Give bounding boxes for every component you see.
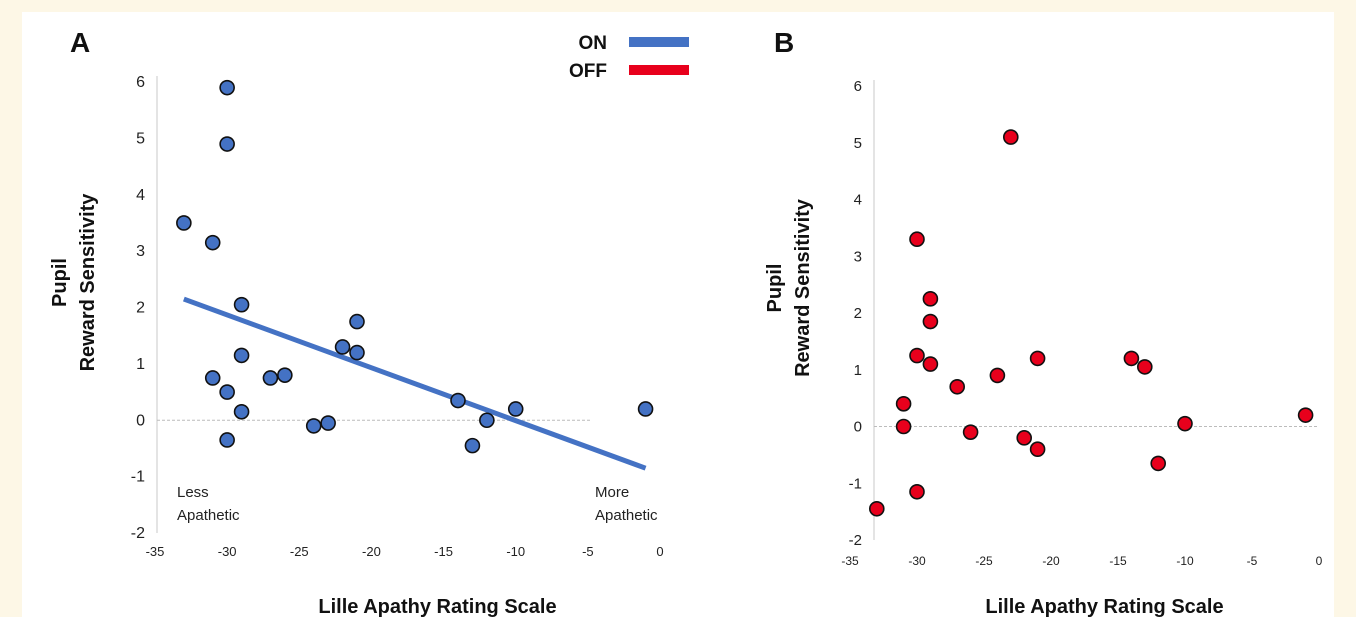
panel-b-y-tick-label: 5 bbox=[854, 135, 862, 152]
panel-b-data-point bbox=[868, 500, 885, 517]
panel-b-x-tick-label: -15 bbox=[1109, 554, 1127, 568]
panel-b-y-tick-label: 3 bbox=[854, 248, 862, 265]
panel-a-y-tick-label: 0 bbox=[136, 412, 145, 429]
panel-a-annotation-more-apathetic: Apathetic bbox=[595, 507, 658, 524]
panel-a-data-point bbox=[262, 370, 279, 386]
panel-a-data-point bbox=[464, 437, 481, 454]
panel-b-data-point bbox=[949, 378, 966, 395]
panel-b-y-tick-label: -2 bbox=[849, 532, 862, 549]
panel-a-x-tick-label: -15 bbox=[434, 544, 453, 559]
panel-b-data-point bbox=[922, 313, 939, 330]
panel-b-data-point bbox=[1029, 350, 1046, 367]
panel-b-y-tick-label: 2 bbox=[854, 305, 862, 322]
panel-b-x-tick-label: -10 bbox=[1176, 554, 1194, 568]
panel-b-data-point bbox=[962, 424, 979, 440]
panel-a-data-point bbox=[450, 392, 466, 409]
panel-a-data-point bbox=[637, 401, 654, 417]
legend-swatch-on bbox=[629, 37, 689, 47]
panel-b-letter: B bbox=[774, 27, 794, 58]
panel-a-y-tick-label: 1 bbox=[136, 356, 145, 373]
panel-a-data-point bbox=[219, 79, 235, 96]
panel-a-data-point bbox=[349, 313, 365, 330]
legend-label-off: OFF bbox=[569, 61, 607, 82]
panel-a-x-tick-label: -30 bbox=[218, 544, 237, 559]
panel-b-data-point bbox=[1002, 129, 1019, 145]
panel-a-x-tick-label: -25 bbox=[290, 544, 309, 559]
panel-b-y-axis-title: Reward Sensitivity bbox=[792, 198, 814, 377]
panel-b-data-point bbox=[1150, 455, 1166, 472]
panel-b-data-point bbox=[1029, 441, 1046, 458]
panel-a-trendline bbox=[182, 296, 647, 471]
panel-b-data-point bbox=[1297, 407, 1314, 423]
panel-b-data-point bbox=[909, 231, 925, 248]
panel-a-annotation-less-apathetic: Less bbox=[177, 484, 209, 501]
panel-b-data-point bbox=[895, 395, 912, 412]
legend-label-on: ON bbox=[579, 33, 608, 54]
panel-a-letter: A bbox=[70, 27, 90, 58]
panel-a-data-point bbox=[233, 403, 250, 420]
panel-a-x-tick-label: -5 bbox=[582, 544, 594, 559]
panel-a-annotation-more-apathetic: More bbox=[595, 484, 629, 501]
panel-b-data-point bbox=[895, 418, 912, 435]
panel-a-data-point bbox=[479, 412, 495, 429]
panel-b-data-point bbox=[909, 483, 925, 500]
panel-a-x-tick-label: -35 bbox=[146, 544, 165, 559]
panel-a-annotation-less-apathetic: Apathetic bbox=[177, 507, 240, 524]
panel-a-y-axis-title: Pupil bbox=[49, 258, 71, 307]
panel-b-data-point bbox=[1123, 350, 1140, 367]
panel-a-data-point bbox=[176, 215, 192, 231]
panel-a-data-point bbox=[219, 384, 235, 400]
panel-b-x-tick-label: -35 bbox=[841, 554, 859, 568]
panel-b-y-tick-label: 0 bbox=[854, 419, 862, 436]
panel-b-x-tick-label: 0 bbox=[1316, 554, 1323, 568]
panel-b-data-point bbox=[922, 356, 939, 372]
panel-a-y-tick-label: 2 bbox=[136, 300, 145, 317]
panel-a-data-point bbox=[277, 367, 293, 383]
panel-a-x-tick-label: -10 bbox=[506, 544, 525, 559]
panel-a-data-point bbox=[219, 432, 235, 448]
panel-a-data-point bbox=[305, 418, 322, 434]
panel-a-data-point bbox=[507, 401, 524, 417]
panel-b-data-point bbox=[909, 347, 925, 364]
panel-a-x-tick-label: 0 bbox=[656, 544, 663, 559]
panel-b-data-point bbox=[1137, 359, 1153, 375]
panel-b-x-tick-label: -5 bbox=[1247, 554, 1258, 568]
panel-b-x-tick-label: -25 bbox=[975, 554, 993, 568]
panel-a-x-tick-label: -20 bbox=[362, 544, 381, 559]
panel-a-data-point bbox=[320, 415, 336, 431]
legend-swatch-off bbox=[629, 65, 689, 75]
panel-b-y-tick-label: 6 bbox=[854, 78, 862, 95]
panel-a-y-tick-label: 6 bbox=[136, 74, 145, 91]
figure: A -2 -1 0 1 2 3 4 5 6 -35 -30 -25 -20 -15 -10 -5 0 Lille A… bbox=[22, 12, 1334, 617]
panel-b-x-tick-label: -30 bbox=[908, 554, 926, 568]
panel-a-y-tick-label: 4 bbox=[136, 187, 145, 204]
panel-a-x-axis-title: Lille Apathy Rating Scale bbox=[318, 596, 556, 617]
panel-b-data-point bbox=[1016, 430, 1033, 446]
panel-b-data-point bbox=[989, 367, 1006, 384]
panel-b-x-tick-label: -20 bbox=[1042, 554, 1060, 568]
panel-b-y-tick-label: -1 bbox=[849, 475, 862, 492]
panel-a-y-tick-label: -1 bbox=[131, 469, 145, 486]
panel-a-data-point bbox=[233, 347, 250, 364]
panel-b-y-axis-title: Pupil bbox=[764, 264, 786, 313]
panel-a-data-point bbox=[233, 296, 250, 313]
panel-b-y-tick-label: 1 bbox=[854, 362, 862, 379]
panel-a-y-axis-title: Reward Sensitivity bbox=[77, 193, 99, 372]
panel-b-data-point bbox=[1177, 415, 1193, 432]
panel-b-data-point bbox=[922, 291, 939, 307]
panel-a-data-point bbox=[204, 370, 221, 386]
panel-a-data-point bbox=[219, 136, 235, 152]
panel-a-y-tick-label: 3 bbox=[136, 243, 145, 260]
panel-b-x-axis-title: Lille Apathy Rating Scale bbox=[985, 596, 1223, 617]
panel-a-y-tick-label: 5 bbox=[136, 130, 145, 147]
panel-b-y-tick-label: 4 bbox=[854, 192, 862, 209]
panel-a-data-point bbox=[349, 344, 365, 361]
panel-a-data-point bbox=[334, 339, 351, 355]
panel-a-y-tick-label: -2 bbox=[131, 525, 145, 542]
panel-a-data-point bbox=[204, 234, 221, 251]
